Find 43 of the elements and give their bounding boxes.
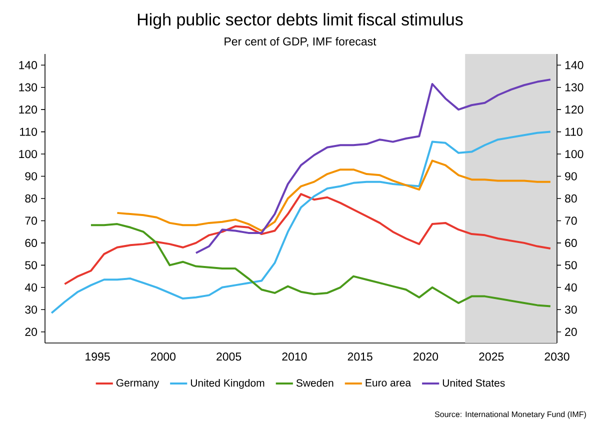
line-series	[194, 78, 552, 254]
y2-tick-label: 90	[25, 172, 38, 180]
legend-label: Sweden	[296, 378, 334, 387]
y2-tick-label: 30	[25, 306, 38, 314]
y-tick-label: 90	[565, 172, 577, 180]
y-tick-label: 40	[564, 283, 577, 292]
x-tick-label: 2005	[216, 352, 242, 361]
y-tick-label: 30	[564, 306, 577, 314]
y2-tick-label: 20	[25, 328, 38, 336]
y2-tick-label: 80	[25, 194, 38, 203]
y2-tick-label: 140	[19, 61, 38, 70]
x-tick-label: 2000	[150, 352, 176, 361]
x-tick-label: 2025	[479, 352, 504, 361]
legend-label: Germany	[116, 379, 160, 389]
y2-tick-label: 50	[25, 261, 38, 270]
x-tick-label: 1995	[86, 352, 110, 361]
y-tick-label: 60	[565, 238, 577, 248]
y2-tick-label: 120	[19, 106, 38, 114]
x-tick-label: 2030	[544, 352, 570, 361]
y2-tick-label: 110	[20, 128, 38, 136]
x-tick-label: 2010	[282, 352, 307, 361]
source-note: Source: International Monetary Fund (IMF)	[434, 411, 586, 419]
y-tick-label: 20	[565, 328, 577, 336]
legend-label: Euro area	[366, 379, 412, 386]
y-tick-label: 120	[565, 106, 584, 114]
y-tick-label: 100	[565, 150, 584, 158]
y-tick-label: 110	[565, 128, 582, 136]
chart-title: High public sector debts limit fiscal stimulus	[138, 13, 463, 29]
y2-tick-label: 60	[25, 238, 38, 248]
x-tick-label: 2020	[414, 352, 438, 361]
legend-label: United States	[442, 378, 505, 387]
y-tick-label: 70	[565, 216, 577, 225]
y-tick-label: 130	[565, 83, 584, 92]
y-tick-label: 80	[565, 194, 577, 203]
legend-label: United Kingdom	[190, 378, 264, 389]
y-tick-label: 50	[564, 261, 577, 270]
y-tick-label: 140	[565, 61, 584, 70]
y2-tick-label: 40	[24, 283, 38, 292]
y2-tick-label: 100	[19, 150, 38, 158]
x-tick-label: 2015	[348, 352, 372, 361]
chart-subtitle: Per cent of GDP, IMF forecast	[224, 37, 376, 47]
y2-tick-label: 130	[19, 83, 38, 92]
y2-tick-label: 70	[25, 216, 38, 225]
